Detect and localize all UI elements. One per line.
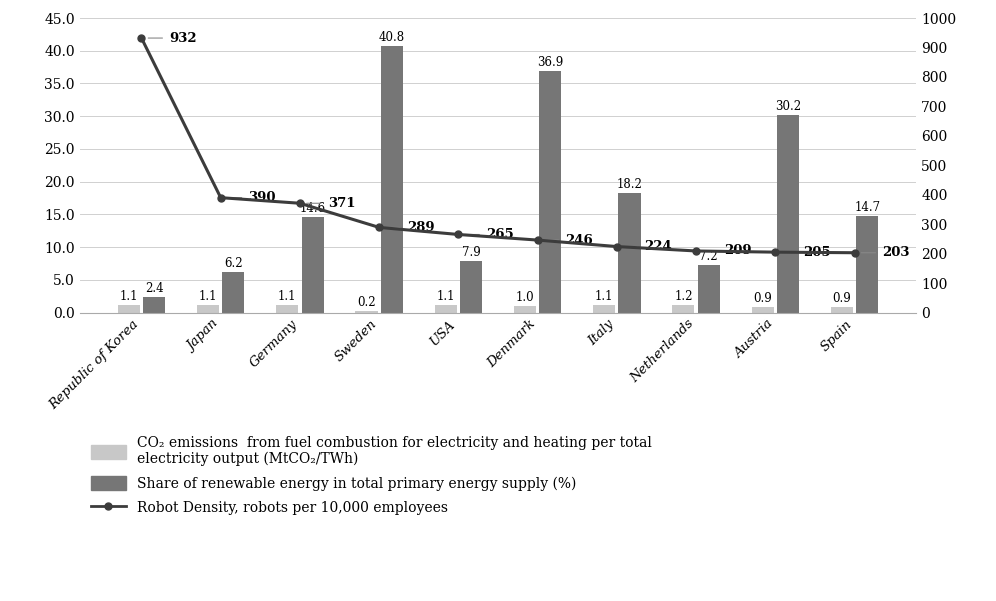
- Text: 265: 265: [486, 228, 514, 241]
- Text: 1.1: 1.1: [436, 290, 455, 304]
- Bar: [777, 115, 799, 313]
- Text: 0.9: 0.9: [833, 291, 852, 305]
- Bar: [276, 305, 299, 313]
- Bar: [697, 266, 720, 313]
- Text: 1.1: 1.1: [120, 290, 138, 304]
- Text: 6.2: 6.2: [224, 257, 243, 270]
- Text: 224: 224: [644, 240, 672, 253]
- Text: 205: 205: [803, 246, 831, 258]
- Text: 7.2: 7.2: [699, 251, 718, 263]
- Bar: [380, 46, 403, 313]
- Bar: [672, 305, 694, 313]
- Text: 289: 289: [407, 221, 434, 234]
- Bar: [302, 217, 324, 313]
- Text: 14.6: 14.6: [300, 202, 326, 215]
- Text: 18.2: 18.2: [617, 178, 642, 192]
- Legend: CO₂ emissions  from fuel combustion for electricity and heating per total
electr: CO₂ emissions from fuel combustion for e…: [87, 432, 655, 519]
- Bar: [356, 311, 377, 313]
- Text: 36.9: 36.9: [537, 56, 564, 69]
- Bar: [460, 261, 482, 313]
- Text: 932: 932: [169, 32, 197, 44]
- Text: 7.9: 7.9: [462, 246, 480, 259]
- Bar: [197, 305, 219, 313]
- Bar: [118, 305, 139, 313]
- Bar: [831, 307, 853, 313]
- Text: 371: 371: [328, 197, 356, 210]
- Bar: [514, 306, 536, 313]
- Text: 209: 209: [724, 245, 751, 257]
- Text: 14.7: 14.7: [855, 201, 880, 215]
- Text: 30.2: 30.2: [775, 100, 801, 113]
- Bar: [539, 71, 562, 313]
- Text: 1.2: 1.2: [674, 290, 692, 303]
- Text: 390: 390: [248, 191, 276, 204]
- Text: 2.4: 2.4: [144, 282, 163, 295]
- Text: 0.9: 0.9: [753, 291, 772, 305]
- Bar: [857, 216, 878, 313]
- Bar: [143, 297, 165, 313]
- Text: 203: 203: [882, 246, 909, 259]
- Bar: [619, 194, 640, 313]
- Text: 1.1: 1.1: [278, 290, 297, 304]
- Bar: [222, 272, 244, 313]
- Text: 246: 246: [566, 234, 593, 246]
- Text: 0.2: 0.2: [358, 296, 375, 310]
- Bar: [752, 307, 774, 313]
- Text: 1.1: 1.1: [199, 290, 217, 304]
- Text: 1.0: 1.0: [516, 291, 534, 304]
- Bar: [434, 305, 457, 313]
- Bar: [593, 305, 616, 313]
- Text: 40.8: 40.8: [378, 31, 405, 43]
- Text: 1.1: 1.1: [595, 290, 614, 304]
